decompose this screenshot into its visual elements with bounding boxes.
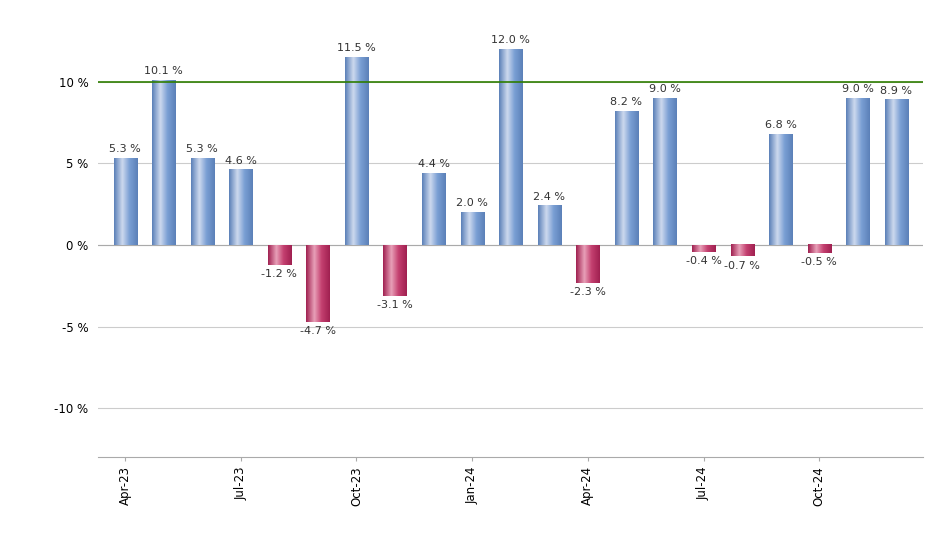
Text: -4.7 %: -4.7 % bbox=[300, 326, 336, 336]
Text: 10.1 %: 10.1 % bbox=[145, 66, 183, 76]
Text: 2.4 %: 2.4 % bbox=[533, 192, 565, 202]
Text: 4.6 %: 4.6 % bbox=[225, 156, 257, 166]
Text: -1.2 %: -1.2 % bbox=[261, 268, 297, 279]
Text: 5.3 %: 5.3 % bbox=[186, 145, 218, 155]
Text: -2.3 %: -2.3 % bbox=[570, 287, 605, 296]
Text: -3.1 %: -3.1 % bbox=[377, 300, 413, 310]
Text: 8.2 %: 8.2 % bbox=[610, 97, 642, 107]
Text: 2.0 %: 2.0 % bbox=[456, 199, 488, 208]
Text: 8.9 %: 8.9 % bbox=[881, 86, 913, 96]
Text: -0.4 %: -0.4 % bbox=[685, 256, 722, 266]
Text: 9.0 %: 9.0 % bbox=[649, 84, 681, 94]
Text: 11.5 %: 11.5 % bbox=[337, 43, 376, 53]
Text: -0.5 %: -0.5 % bbox=[801, 257, 838, 267]
Text: -0.7 %: -0.7 % bbox=[724, 261, 760, 271]
Text: 9.0 %: 9.0 % bbox=[842, 84, 873, 94]
Text: 4.4 %: 4.4 % bbox=[417, 159, 449, 169]
Text: 12.0 %: 12.0 % bbox=[492, 35, 530, 45]
Text: 5.3 %: 5.3 % bbox=[109, 145, 141, 155]
Text: 6.8 %: 6.8 % bbox=[765, 120, 796, 130]
